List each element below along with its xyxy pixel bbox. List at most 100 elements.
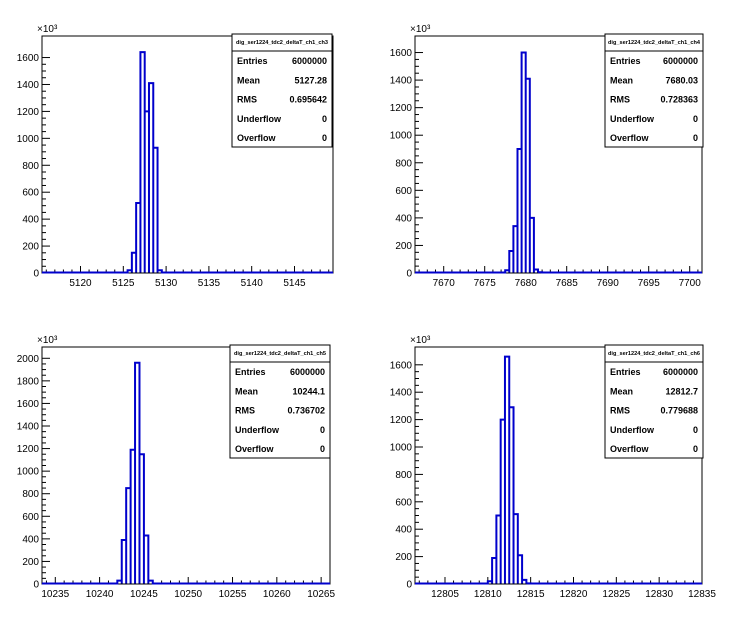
x-tick-label: 10235 [41, 589, 69, 600]
y-tick-label: 600 [22, 188, 39, 199]
y-tick-label: 1400 [390, 388, 413, 399]
y-axis-exponent: ×10³ [410, 335, 431, 346]
x-tick-label: 12820 [560, 589, 588, 600]
stats-label: Entries [237, 56, 268, 66]
y-tick-label: 2000 [17, 354, 40, 365]
y-tick-label: 1200 [390, 415, 413, 426]
y-tick-label: 0 [33, 269, 39, 280]
y-tick-label: 1000 [17, 134, 40, 145]
stats-label: Overflow [610, 133, 650, 143]
stats-value: 0 [693, 444, 698, 454]
y-tick-label: 600 [395, 497, 412, 508]
x-tick-label: 5120 [69, 278, 92, 289]
y-tick-label: 1000 [390, 443, 413, 454]
y-tick-label: 800 [22, 489, 39, 500]
y-tick-label: 1400 [390, 76, 413, 87]
stats-label: Overflow [610, 444, 650, 454]
histogram-pad-1: 0 200 400 600 800 1000 1200 1400 1600 5120 5125 513… [17, 24, 334, 289]
y-tick-label: 1600 [17, 399, 40, 410]
stats-value: 0 [322, 114, 327, 124]
y-tick-label: 1600 [390, 48, 413, 59]
x-tick-label: 5135 [198, 278, 221, 289]
stats-label: RMS [610, 406, 630, 416]
stats-box [604, 33, 704, 148]
x-tick-label: 10260 [263, 589, 291, 600]
stats-label: Underflow [235, 425, 280, 435]
y-tick-label: 600 [22, 512, 39, 523]
x-tick-label: 5145 [283, 278, 306, 289]
y-tick-label: 400 [22, 534, 39, 545]
stats-value: 12812.7 [665, 386, 698, 396]
stats-label: RMS [610, 95, 630, 105]
x-tick-label: 12825 [602, 589, 630, 600]
histogram-line [415, 355, 702, 585]
x-tick-label: 5130 [155, 278, 178, 289]
stats-label: RMS [235, 406, 255, 416]
y-tick-label: 1200 [390, 103, 413, 114]
y-axis-exponent: ×10³ [410, 24, 431, 35]
stats-value: 0.779688 [660, 406, 698, 416]
x-tick-label: 7680 [515, 278, 538, 289]
stats-value: 6000000 [663, 367, 698, 377]
y-tick-label: 0 [406, 269, 412, 280]
x-tick-label: 12830 [645, 589, 673, 600]
stats-value: 0 [693, 133, 698, 143]
x-tick-label: 7675 [474, 278, 497, 289]
y-tick-label: 1600 [17, 53, 40, 64]
y-tick-label: 800 [22, 161, 39, 172]
stats-value: 10244.1 [292, 386, 325, 396]
y-tick-label: 1200 [17, 444, 40, 455]
stats-label: Underflow [610, 114, 655, 124]
stats-label: Mean [237, 75, 260, 85]
histogram-line [42, 51, 333, 274]
stats-label: RMS [237, 95, 257, 105]
x-tick-label: 5140 [241, 278, 264, 289]
stats-value: 6000000 [290, 367, 325, 377]
x-tick-label: 12815 [517, 589, 545, 600]
y-tick-label: 600 [395, 186, 412, 197]
y-tick-label: 0 [406, 580, 412, 591]
stats-label: Overflow [235, 444, 275, 454]
y-tick-label: 1800 [17, 376, 40, 387]
y-tick-label: 200 [22, 557, 39, 568]
stats-label: Entries [610, 367, 641, 377]
x-tick-label: 12835 [688, 589, 716, 600]
stats-value: 5127.28 [294, 75, 327, 85]
stats-value: 0 [320, 425, 325, 435]
y-tick-label: 200 [22, 242, 39, 253]
y-tick-label: 400 [22, 215, 39, 226]
y-tick-label: 800 [395, 158, 412, 169]
y-tick-label: 1000 [17, 467, 40, 478]
stats-box [604, 344, 704, 459]
stats-title: dig_ser1224_tdc2_deltaT_ch1_ch4 [608, 40, 701, 46]
x-tick-label: 10265 [307, 589, 335, 600]
x-tick-label: 10240 [86, 589, 114, 600]
stats-value: 0 [322, 133, 327, 143]
stats-value: 6000000 [663, 56, 698, 66]
y-tick-label: 400 [395, 213, 412, 224]
stats-value: 7680.03 [665, 75, 698, 85]
histogram-line [42, 361, 330, 585]
y-tick-label: 400 [395, 525, 412, 536]
y-tick-label: 1000 [390, 131, 413, 142]
stats-label: Entries [235, 367, 266, 377]
stats-title: dig_ser1224_tdc2_deltaT_ch1_ch5 [234, 351, 326, 357]
stats-label: Mean [610, 75, 633, 85]
y-tick-label: 200 [395, 552, 412, 563]
x-tick-label: 10245 [130, 589, 158, 600]
x-tick-label: 12810 [474, 589, 502, 600]
stats-title: dig_ser1224_tdc2_deltaT_ch1_ch3 [236, 40, 328, 46]
stats-label: Underflow [610, 425, 655, 435]
stats-value: 0 [693, 114, 698, 124]
x-tick-label: 5125 [112, 278, 135, 289]
stats-label: Entries [610, 56, 641, 66]
histogram-pad-3: 0 200 400 600 800 1000 1200 1400 1600 1800 2000 102… [17, 335, 336, 600]
x-tick-label: 12805 [431, 589, 459, 600]
y-tick-label: 1200 [17, 107, 40, 118]
stats-label: Mean [235, 386, 258, 396]
stats-value: 0.736702 [287, 406, 325, 416]
stats-label: Mean [610, 386, 633, 396]
x-tick-label: 7695 [638, 278, 661, 289]
x-tick-label: 10250 [174, 589, 202, 600]
x-tick-label: 7685 [556, 278, 579, 289]
